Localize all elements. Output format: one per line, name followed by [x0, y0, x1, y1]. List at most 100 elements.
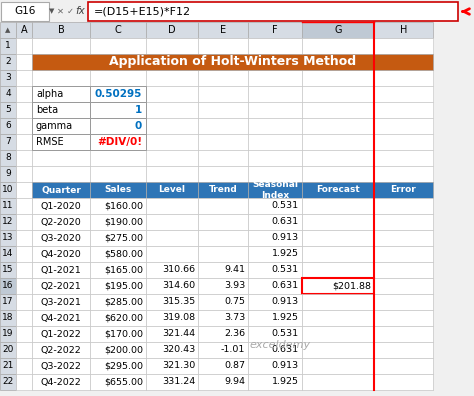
Bar	[146, 182, 198, 198]
Text: 3: 3	[5, 74, 11, 82]
Text: ▲: ▲	[5, 27, 11, 33]
Bar	[198, 374, 248, 390]
Bar	[90, 86, 146, 102]
Bar	[198, 38, 248, 54]
Text: 0.913: 0.913	[272, 297, 299, 307]
Bar	[374, 230, 433, 246]
Bar	[198, 342, 248, 358]
Bar	[16, 198, 32, 214]
Bar	[374, 54, 433, 70]
Bar	[16, 214, 32, 230]
Bar	[374, 342, 433, 358]
Bar	[90, 38, 146, 54]
Bar	[198, 134, 248, 150]
Bar	[146, 214, 198, 230]
Bar	[146, 326, 198, 342]
Bar	[198, 262, 248, 278]
Bar	[16, 102, 32, 118]
Text: 14: 14	[2, 249, 14, 259]
Bar	[302, 70, 374, 86]
Bar	[302, 150, 374, 166]
Bar	[248, 262, 302, 278]
Bar	[0, 294, 16, 310]
Bar	[146, 246, 198, 262]
Bar	[302, 182, 374, 198]
Bar	[90, 358, 146, 374]
Bar	[374, 294, 433, 310]
Bar	[146, 262, 198, 278]
Bar	[374, 118, 433, 134]
Bar	[374, 358, 433, 374]
Bar	[248, 38, 302, 54]
Bar	[32, 118, 90, 134]
Text: 5: 5	[5, 105, 11, 114]
Bar	[198, 358, 248, 374]
Bar	[32, 182, 90, 198]
Bar	[374, 230, 433, 246]
Bar	[198, 310, 248, 326]
Bar	[90, 278, 146, 294]
Bar	[146, 198, 198, 214]
Text: $285.00: $285.00	[104, 297, 143, 307]
Bar	[90, 326, 146, 342]
Bar	[302, 294, 374, 310]
Text: $295.00: $295.00	[104, 362, 143, 371]
Bar	[146, 358, 198, 374]
Bar	[374, 310, 433, 326]
Bar	[0, 102, 16, 118]
Bar	[90, 166, 146, 182]
Bar	[16, 374, 32, 390]
Bar	[248, 358, 302, 374]
Bar	[198, 358, 248, 374]
Bar	[248, 214, 302, 230]
Bar	[16, 310, 32, 326]
Bar	[0, 358, 16, 374]
Bar	[0, 262, 16, 278]
Bar	[90, 150, 146, 166]
Text: 7: 7	[5, 137, 11, 147]
Bar	[198, 246, 248, 262]
Bar	[302, 214, 374, 230]
Bar	[32, 22, 90, 38]
Bar	[90, 214, 146, 230]
Bar	[16, 22, 32, 38]
Text: 321.30: 321.30	[162, 362, 195, 371]
Bar	[302, 262, 374, 278]
Text: 1.925: 1.925	[272, 249, 299, 259]
Bar	[248, 54, 302, 70]
Bar	[302, 182, 374, 198]
Text: 0.75: 0.75	[224, 297, 245, 307]
Text: 315.35: 315.35	[162, 297, 195, 307]
Bar	[90, 118, 146, 134]
Text: 0.87: 0.87	[224, 362, 245, 371]
Bar	[374, 326, 433, 342]
Bar	[374, 294, 433, 310]
Bar	[0, 54, 16, 70]
Bar	[374, 278, 433, 294]
Bar	[0, 326, 16, 342]
Text: 2.36: 2.36	[224, 329, 245, 339]
Text: 3.73: 3.73	[224, 314, 245, 322]
Bar	[90, 22, 146, 38]
Bar	[374, 246, 433, 262]
Bar	[374, 342, 433, 358]
Bar	[146, 86, 198, 102]
Bar	[374, 134, 433, 150]
Text: F: F	[272, 25, 278, 35]
Bar	[146, 70, 198, 86]
Bar	[32, 102, 90, 118]
Bar	[32, 262, 90, 278]
Bar	[90, 70, 146, 86]
Bar	[248, 198, 302, 214]
Text: 16: 16	[2, 282, 14, 291]
Text: 3.93: 3.93	[224, 282, 245, 291]
Bar	[16, 86, 32, 102]
Bar	[146, 198, 198, 214]
Bar	[32, 342, 90, 358]
Text: $195.00: $195.00	[104, 282, 143, 291]
Bar	[374, 214, 433, 230]
Bar	[16, 358, 32, 374]
Bar	[248, 230, 302, 246]
Bar	[32, 198, 90, 214]
Bar	[16, 326, 32, 342]
